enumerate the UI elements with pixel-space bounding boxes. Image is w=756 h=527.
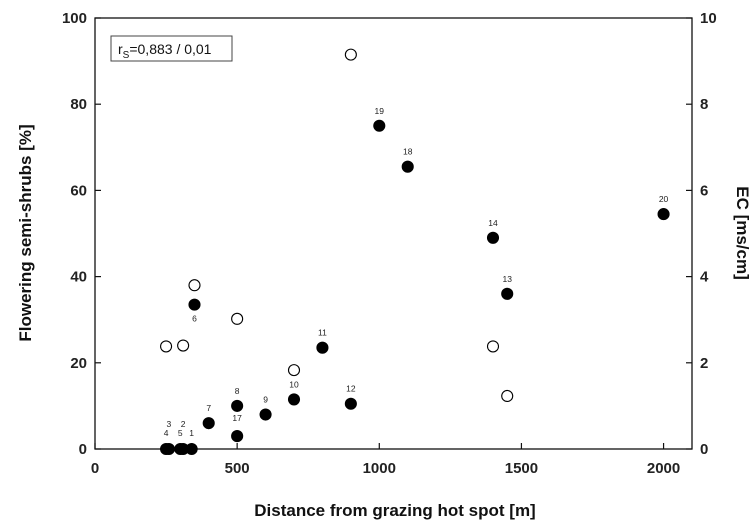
- point-label: 6: [192, 314, 197, 324]
- stat-value: =0,883 / 0,01: [129, 41, 211, 57]
- y-tick-label: 100: [62, 10, 87, 27]
- point-label: 1: [189, 428, 194, 438]
- x-tick-label: 1000: [363, 460, 396, 477]
- y-tick-label: 60: [70, 182, 87, 199]
- ec-point: [177, 339, 190, 352]
- y2-tick-label: 8: [700, 96, 708, 113]
- point-label: 20: [659, 194, 669, 204]
- ec-point: [501, 389, 514, 403]
- point-label: 4: [164, 428, 169, 438]
- stat-annotation-box: rS=0,883 / 0,01: [110, 35, 233, 62]
- y-tick-label: 0: [79, 441, 87, 458]
- point-label: 9: [263, 395, 268, 405]
- y-tick-label: 80: [70, 96, 87, 113]
- point-label: 19: [375, 106, 385, 116]
- point-label: 12: [346, 384, 356, 394]
- stat-r: r: [118, 41, 123, 57]
- ec-point: [160, 340, 173, 353]
- flowering-point: [401, 160, 414, 173]
- y-axis-title: Flowering semi-shrubs [%]: [16, 124, 35, 341]
- y2-tick-label: 2: [700, 355, 708, 372]
- data-points: [160, 48, 670, 456]
- plot-area: [94, 17, 693, 450]
- ec-point: [486, 340, 500, 353]
- y2-axis-title: EC [ms/cm]: [733, 186, 752, 280]
- flowering-point: [657, 208, 670, 221]
- x-tick-label: 1500: [505, 460, 538, 477]
- flowering-point: [202, 417, 215, 430]
- x-tick-label: 2000: [647, 460, 680, 477]
- flowering-point: [486, 231, 500, 244]
- flowering-point: [501, 287, 514, 300]
- flowering-point: [231, 399, 244, 412]
- flowering-point: [185, 442, 198, 456]
- point-label: 8: [235, 386, 240, 396]
- flowering-point: [287, 393, 301, 406]
- point-label: 2: [181, 419, 186, 429]
- flowering-point: [188, 298, 201, 311]
- ec-point: [344, 48, 357, 61]
- flowering-point: [231, 430, 244, 443]
- point-label: 13: [502, 274, 512, 284]
- ec-point: [188, 279, 201, 292]
- point-label: 7: [206, 403, 211, 413]
- y2-tick-label: 0: [700, 441, 708, 458]
- stat-annotation-frame: [110, 35, 233, 62]
- point-label: 3: [167, 419, 172, 429]
- flowering-point: [344, 397, 357, 410]
- flowering-point: [162, 442, 175, 456]
- y-tick-label: 40: [70, 269, 87, 286]
- y2-tick-label: 10: [700, 10, 717, 27]
- stat-subscript: S: [123, 50, 130, 61]
- y2-tick-label: 4: [700, 269, 709, 286]
- point-label: 18: [403, 147, 413, 157]
- point-label: 11: [318, 328, 327, 338]
- y-tick-label: 20: [70, 355, 87, 372]
- x-axis-title: Distance from grazing hot spot [m]: [254, 501, 535, 520]
- point-label: 14: [488, 218, 498, 228]
- x-tick-label: 500: [225, 460, 250, 477]
- flowering-point: [259, 408, 272, 421]
- flowering-point: [316, 341, 329, 354]
- ec-point: [231, 312, 244, 325]
- point-label: 17: [232, 413, 242, 423]
- ec-point: [287, 364, 301, 377]
- x-tick-label: 0: [91, 460, 99, 477]
- flowering-point: [373, 119, 386, 132]
- point-label: 10: [289, 379, 299, 389]
- stat-annotation: rS=0,883 / 0,01: [118, 41, 212, 61]
- y2-tick-label: 6: [700, 182, 708, 199]
- point-label: 5: [178, 428, 183, 438]
